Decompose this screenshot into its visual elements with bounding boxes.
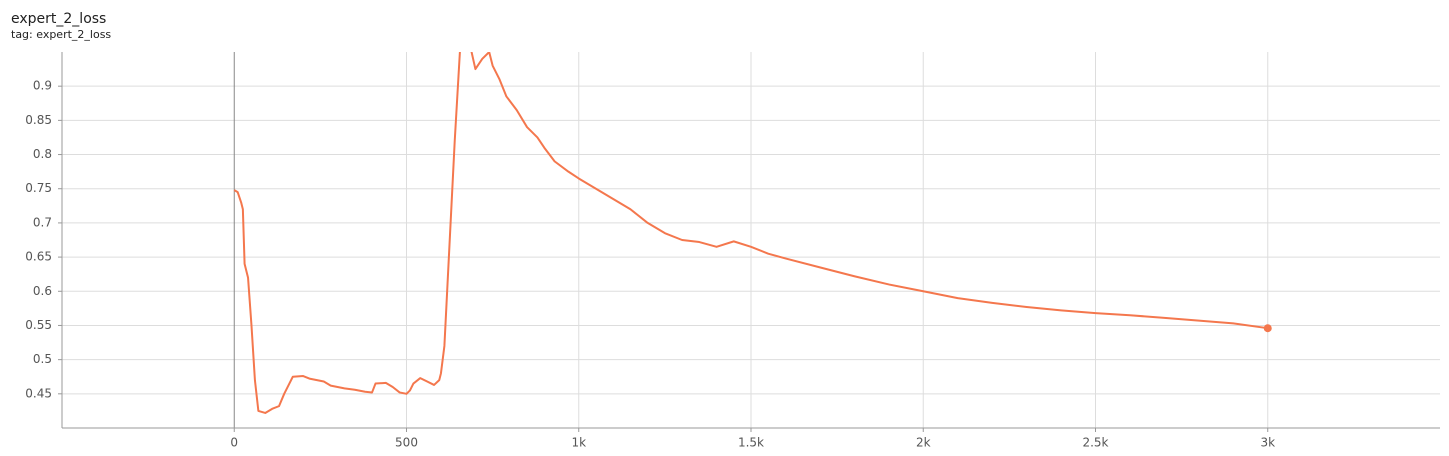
y-tick-label: 0.85 [25, 113, 52, 127]
plot-area [233, 52, 1272, 414]
y-tick-label: 0.6 [33, 284, 52, 298]
x-tick-label: 1.5k [738, 436, 764, 450]
chart-title: expert_2_loss [11, 11, 106, 27]
y-tick-label: 0.75 [25, 181, 52, 195]
y-tick-label: 0.65 [25, 250, 52, 264]
last-point [1263, 324, 1272, 333]
line [233, 52, 1268, 414]
y-tick-label: 0.5 [33, 352, 52, 366]
y-tick-label: 0.8 [33, 147, 52, 161]
x-tick-label: 0 [230, 436, 238, 450]
x-tick-label: 500 [395, 436, 418, 450]
y-tick-label: 0.45 [25, 386, 52, 400]
chart-subtitle: tag: expert_2_loss [11, 28, 111, 41]
x-tick-label: 2k [916, 436, 931, 450]
y-tick-label: 0.9 [33, 79, 52, 93]
y-tick-label: 0.55 [25, 318, 52, 332]
x-tick-label: 3k [1260, 436, 1275, 450]
y-tick-label: 0.7 [33, 215, 52, 229]
x-tick-label: 2.5k [1082, 436, 1108, 450]
x-tick-label: 1k [571, 436, 586, 450]
